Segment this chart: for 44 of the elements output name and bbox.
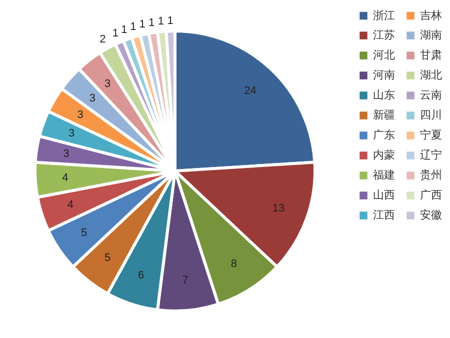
legend-label: 江苏: [373, 28, 395, 42]
legend-label: 福建: [373, 168, 395, 182]
data-label: 3: [68, 128, 75, 140]
data-label: 3: [77, 109, 84, 122]
data-label: 6: [138, 270, 144, 282]
legend-label: 江西: [373, 210, 395, 222]
legend-label: 山西: [373, 188, 395, 202]
legend-label: 浙江: [373, 8, 395, 22]
data-label: 1: [112, 27, 118, 40]
legend-label: 安徽: [420, 208, 442, 222]
data-label: 5: [104, 252, 111, 264]
legend-label: 湖北: [420, 68, 442, 82]
data-label: 4: [67, 198, 74, 211]
legend-label: 新疆: [373, 108, 395, 122]
data-label: 3: [89, 92, 96, 104]
data-label: 1: [121, 24, 128, 36]
legend-label: 河南: [373, 68, 395, 82]
data-label: 1: [139, 18, 146, 31]
data-label: 8: [230, 258, 238, 270]
legend-label: 吉林: [420, 8, 442, 22]
legend-label: 广西: [420, 188, 442, 202]
legend-label: 辽宁: [420, 148, 442, 162]
data-label: 24: [244, 84, 256, 97]
data-label: 1: [167, 15, 174, 28]
legend-label: 内蒙: [373, 148, 395, 162]
data-label: 4: [62, 172, 68, 184]
data-label: 5: [80, 226, 88, 239]
legend-label: 云南: [420, 88, 442, 102]
data-label: 7: [182, 274, 188, 287]
legend-label: 山东: [373, 88, 395, 102]
legend-label: 河北: [373, 48, 395, 62]
legend-label: 贵州: [420, 168, 442, 182]
legend-label: 宁夏: [420, 128, 442, 142]
legend-label: 甘肃: [420, 48, 442, 62]
data-label: 1: [148, 16, 155, 29]
data-label: 3: [63, 148, 70, 160]
data-label: 13: [272, 202, 285, 214]
data-label: 1: [130, 20, 136, 33]
legend-label: 广东: [373, 128, 395, 142]
data-label: 3: [104, 78, 111, 90]
data-label: 2: [100, 34, 106, 46]
data-label: 1: [158, 16, 164, 28]
legend-label: 四川: [420, 108, 442, 122]
legend-label: 湖南: [420, 28, 442, 42]
